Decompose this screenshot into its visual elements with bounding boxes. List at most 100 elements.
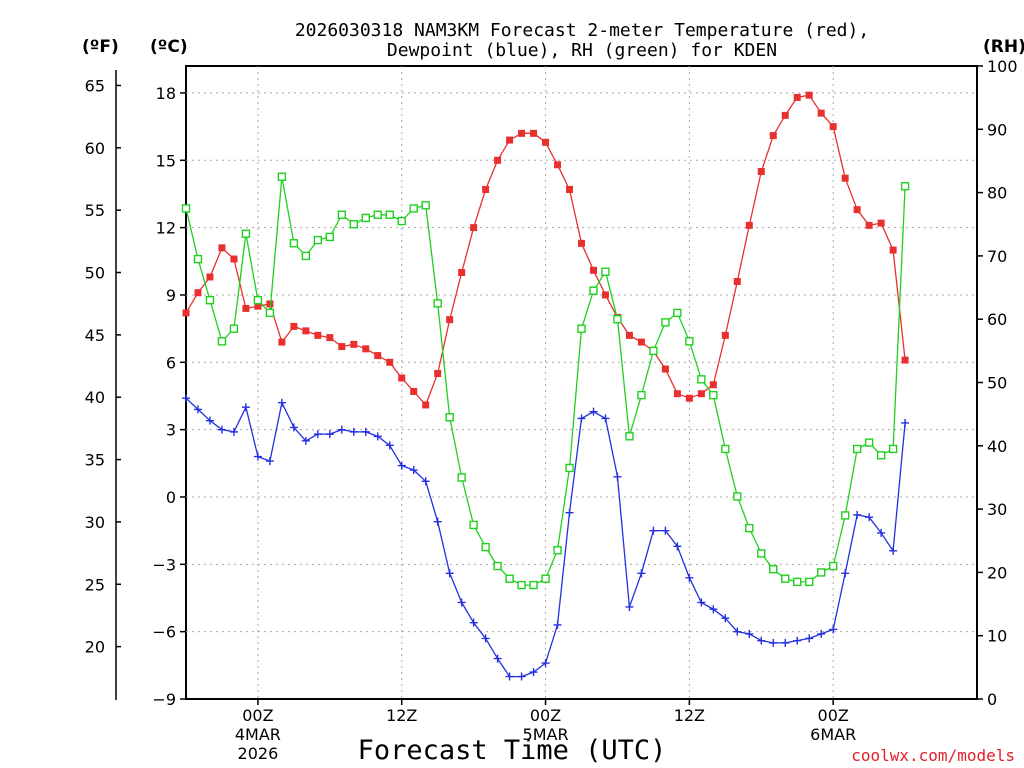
dewpoint-point-5 bbox=[241, 403, 250, 412]
dewpoint-point-54 bbox=[829, 625, 838, 634]
temperature-point-23 bbox=[458, 269, 466, 277]
dewpoint-point-2 bbox=[205, 416, 214, 425]
rh-point-49 bbox=[769, 565, 778, 574]
rh-point-13 bbox=[337, 210, 347, 219]
tick-label-f-60: 60 bbox=[85, 139, 105, 158]
tick-label-f-30: 30 bbox=[85, 513, 105, 532]
rh-point-29 bbox=[529, 580, 538, 590]
chart-title-line-1: 2026030318 NAM3KM Forecast 2-meter Tempe… bbox=[295, 20, 869, 41]
tick-label-f-65: 65 bbox=[85, 76, 105, 95]
temperature-point-25 bbox=[482, 185, 490, 193]
gridlines bbox=[186, 66, 977, 699]
temperature-point-10 bbox=[302, 327, 310, 335]
rh-point-56 bbox=[852, 444, 862, 454]
temperature-point-31 bbox=[554, 161, 562, 169]
tick-label-rh-40: 40 bbox=[987, 437, 1007, 456]
temperature-point-40 bbox=[661, 365, 669, 373]
rh-point-15 bbox=[361, 213, 370, 223]
rh-point-23 bbox=[457, 473, 466, 482]
dewpoint-point-30 bbox=[541, 659, 550, 668]
rh-point-14 bbox=[349, 220, 358, 229]
temperature-point-42 bbox=[685, 394, 693, 402]
tick-label-rh-80: 80 bbox=[987, 184, 1007, 203]
rh-point-41 bbox=[673, 308, 682, 318]
rh-point-4 bbox=[229, 324, 239, 333]
temperature-point-24 bbox=[470, 224, 478, 232]
temperature-point-58 bbox=[877, 219, 885, 227]
tick-label-date-0: 4MAR bbox=[235, 725, 281, 744]
temperature-point-60 bbox=[901, 356, 909, 364]
rh-point-20 bbox=[421, 201, 430, 210]
dewpoint-point-25 bbox=[481, 634, 490, 643]
rh-point-59 bbox=[888, 444, 898, 454]
dewpoint-point-39 bbox=[649, 526, 658, 535]
dewpoint-point-8 bbox=[277, 398, 286, 407]
rh-point-27 bbox=[505, 574, 514, 583]
rh-point-33 bbox=[577, 324, 586, 333]
temperature-point-13 bbox=[338, 343, 346, 351]
temperature-point-33 bbox=[578, 239, 585, 247]
tick-label-rh-20: 20 bbox=[987, 563, 1007, 582]
rh-point-53 bbox=[816, 568, 826, 577]
temperature-point-27 bbox=[506, 136, 514, 144]
temperature-point-57 bbox=[865, 221, 873, 229]
temperature-point-45 bbox=[721, 331, 729, 339]
dewpoint-point-12 bbox=[325, 430, 334, 439]
dewpoint-point-57 bbox=[865, 513, 874, 522]
tick-label-f-35: 35 bbox=[85, 451, 105, 470]
tick-label-time-12: 12Z bbox=[386, 706, 417, 725]
dewpoint-point-33 bbox=[577, 414, 586, 423]
temperature-point-8 bbox=[278, 338, 286, 346]
rh-point-9 bbox=[289, 239, 299, 248]
dewpoint-point-60 bbox=[901, 418, 910, 427]
rh-point-51 bbox=[793, 577, 802, 587]
tick-label-rh-70: 70 bbox=[987, 247, 1007, 266]
rh-point-46 bbox=[733, 492, 742, 501]
chart-title-line-2: Dewpoint (blue), RH (green) for KDEN bbox=[387, 40, 777, 61]
tick-label-f-25: 25 bbox=[85, 575, 105, 594]
rh-point-40 bbox=[661, 318, 670, 327]
dewpoint-point-37 bbox=[625, 602, 634, 611]
tick-label-rh-50: 50 bbox=[987, 374, 1007, 393]
temperature-point-52 bbox=[805, 91, 813, 99]
dewpoint-point-19 bbox=[409, 466, 418, 475]
dewpoint-point-15 bbox=[361, 427, 370, 436]
dewpoint-point-56 bbox=[853, 510, 862, 519]
rh-point-54 bbox=[828, 561, 838, 571]
temperature-point-54 bbox=[829, 123, 837, 131]
temperature-point-41 bbox=[673, 390, 681, 398]
dewpoint-point-53 bbox=[817, 629, 826, 638]
temperature-point-49 bbox=[769, 132, 777, 140]
temperature-point-50 bbox=[781, 111, 789, 119]
temperature-point-4 bbox=[230, 255, 238, 263]
dewpoint-point-6 bbox=[253, 452, 262, 461]
tick-label-c-18: 18 bbox=[156, 84, 176, 103]
plot-frame bbox=[185, 65, 978, 700]
dewpoint-point-27 bbox=[505, 672, 514, 681]
dewpoint-point-51 bbox=[793, 636, 802, 645]
rh-point-37 bbox=[625, 432, 634, 441]
dewpoint-point-16 bbox=[373, 432, 382, 441]
temperature-point-34 bbox=[589, 266, 597, 274]
temperature-point-48 bbox=[757, 168, 765, 175]
temperature-point-30 bbox=[542, 138, 550, 146]
dewpoint-point-1 bbox=[193, 405, 202, 414]
rh-point-47 bbox=[745, 523, 754, 533]
dewpoint-point-23 bbox=[457, 598, 466, 607]
temperature-point-55 bbox=[841, 174, 849, 182]
temperature-point-16 bbox=[374, 352, 382, 360]
temperature-point-1 bbox=[194, 289, 202, 297]
rh-point-19 bbox=[409, 204, 418, 213]
temperature-point-28 bbox=[518, 129, 526, 137]
tick-label-c-12: 12 bbox=[156, 219, 176, 238]
rh-point-42 bbox=[685, 337, 694, 346]
dewpoint-point-58 bbox=[877, 528, 886, 537]
dewpoint-point-11 bbox=[313, 430, 322, 439]
temperature-point-32 bbox=[566, 185, 574, 193]
tick-label-c-3: 3 bbox=[166, 421, 176, 440]
dewpoint-point-28 bbox=[517, 672, 526, 681]
dewpoint-point-32 bbox=[565, 508, 574, 517]
rh-point-44 bbox=[709, 390, 718, 400]
temperature-point-43 bbox=[697, 390, 705, 398]
